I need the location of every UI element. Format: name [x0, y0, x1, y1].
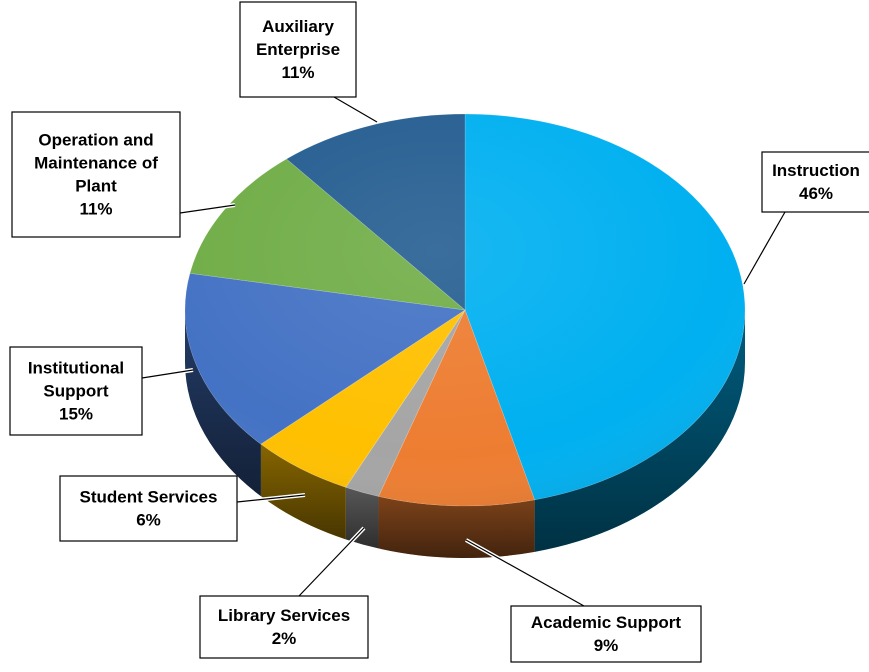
- data-label-box-institutional-support: [9, 346, 143, 436]
- data-label-text-operation-and-maintenance-of-plant: Operation and: [38, 131, 153, 150]
- data-label-text-operation-and-maintenance-of-plant: Plant: [75, 177, 117, 196]
- data-label-percent-auxiliary-enterprise: 11%: [281, 63, 314, 82]
- data-label-box-library-services: [199, 595, 369, 659]
- data-label-box-instruction: [761, 151, 869, 213]
- leader-line-academic-support: [465, 539, 585, 607]
- data-label-text-institutional-support: Support: [43, 382, 108, 401]
- data-label-text-auxiliary-enterprise: Enterprise: [256, 40, 340, 59]
- leader-line-student-services: [236, 494, 306, 503]
- pie-side-shade: [378, 496, 535, 558]
- data-label-text-auxiliary-enterprise: Auxiliary: [262, 17, 334, 36]
- data-label-percent-institutional-support: 15%: [59, 405, 93, 424]
- data-label-box-operation-and-maintenance-of-plant: [11, 111, 181, 238]
- data-label-text-library-services: Library Services: [218, 606, 350, 625]
- pie-side-shade: [260, 444, 346, 540]
- pie-side-shade: [345, 487, 379, 549]
- data-label-percent-student-services: 6%: [136, 511, 161, 530]
- pie-side-shade: [185, 310, 261, 497]
- data-label-percent-academic-support: 9%: [594, 636, 619, 655]
- pie-top-shine: [185, 114, 745, 506]
- data-label-text-instruction: Instruction: [772, 161, 860, 180]
- leader-line-institutional-support: [141, 369, 194, 379]
- leader-line-operation-and-maintenance-of-plant: [179, 204, 236, 214]
- data-label-box-student-services: [59, 475, 238, 542]
- pie-sides: [185, 310, 745, 558]
- data-label-box-academic-support: [510, 605, 702, 663]
- data-label-percent-library-services: 2%: [272, 629, 297, 648]
- data-label-text-institutional-support: Institutional: [28, 359, 124, 378]
- leader-line-library-services: [298, 527, 365, 597]
- data-label-percent-instruction: 46%: [799, 184, 833, 203]
- data-label-percent-operation-and-maintenance-of-plant: 11%: [79, 200, 112, 219]
- leader-line-auxiliary-enterprise: [333, 96, 378, 123]
- data-label-text-student-services: Student Services: [80, 488, 218, 507]
- pie-side-shade: [534, 310, 745, 552]
- data-label-box-auxiliary-enterprise: [239, 1, 357, 98]
- pie-labels: Instruction 46% Academic Support 9% Library …: [9, 1, 869, 663]
- leader-line-instruction: [743, 211, 786, 285]
- pie-shine: [185, 114, 745, 506]
- data-label-text-academic-support: Academic Support: [531, 613, 682, 632]
- data-label-text-operation-and-maintenance-of-plant: Maintenance of: [34, 154, 158, 173]
